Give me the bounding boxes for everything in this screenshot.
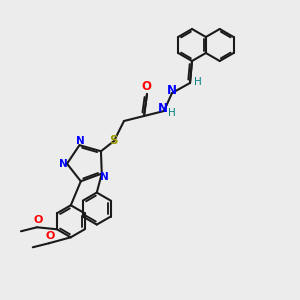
- Text: N: N: [76, 136, 85, 146]
- Text: O: O: [33, 215, 43, 225]
- Text: O: O: [45, 231, 55, 241]
- Text: N: N: [58, 159, 68, 169]
- Text: N: N: [167, 83, 177, 97]
- Text: N: N: [158, 101, 168, 115]
- Text: O: O: [141, 80, 151, 92]
- Text: H: H: [168, 108, 176, 118]
- Text: H: H: [194, 77, 202, 87]
- Text: N: N: [100, 172, 109, 182]
- Text: S: S: [109, 134, 117, 146]
